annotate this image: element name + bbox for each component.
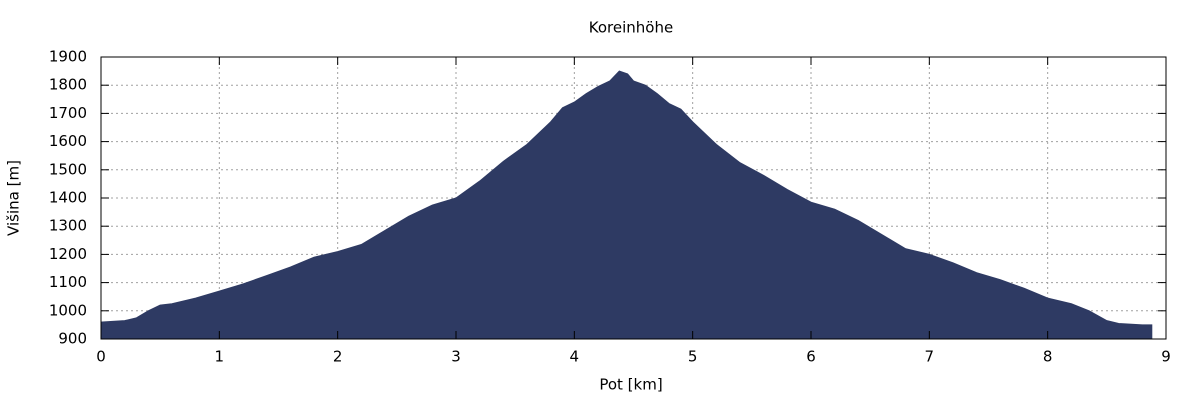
y-tick-label: 1100 (49, 273, 87, 291)
y-tick-label: 1000 (49, 301, 87, 319)
y-tick-label: 1500 (49, 160, 87, 178)
y-axis-label: Višina [m] (5, 160, 23, 236)
y-tick-label: 1400 (49, 189, 87, 207)
y-tick-label: 1300 (49, 217, 87, 235)
y-tick-label: 1800 (49, 76, 87, 94)
x-tick-label: 9 (1161, 348, 1171, 366)
x-tick-label: 0 (96, 348, 106, 366)
x-tick-label: 6 (806, 348, 816, 366)
elevation-area (100, 70, 1153, 340)
y-tick-label: 1900 (49, 48, 87, 66)
x-tick-label: 5 (688, 348, 698, 366)
x-tick-label: 8 (1043, 348, 1053, 366)
x-tick-label: 7 (925, 348, 935, 366)
y-tick-label: 1200 (49, 245, 87, 263)
x-tick-label: 4 (570, 348, 580, 366)
x-tick-label: 1 (215, 348, 225, 366)
x-tick-label: 3 (451, 348, 461, 366)
chart-title: Koreinhöhe (589, 19, 673, 37)
x-axis-label: Pot [km] (599, 376, 662, 394)
x-tick-label: 2 (333, 348, 343, 366)
y-tick-label: 1700 (49, 104, 87, 122)
y-tick-label: 900 (58, 330, 87, 348)
plot-border (100, 56, 1167, 340)
y-tick-label: 1600 (49, 132, 87, 150)
